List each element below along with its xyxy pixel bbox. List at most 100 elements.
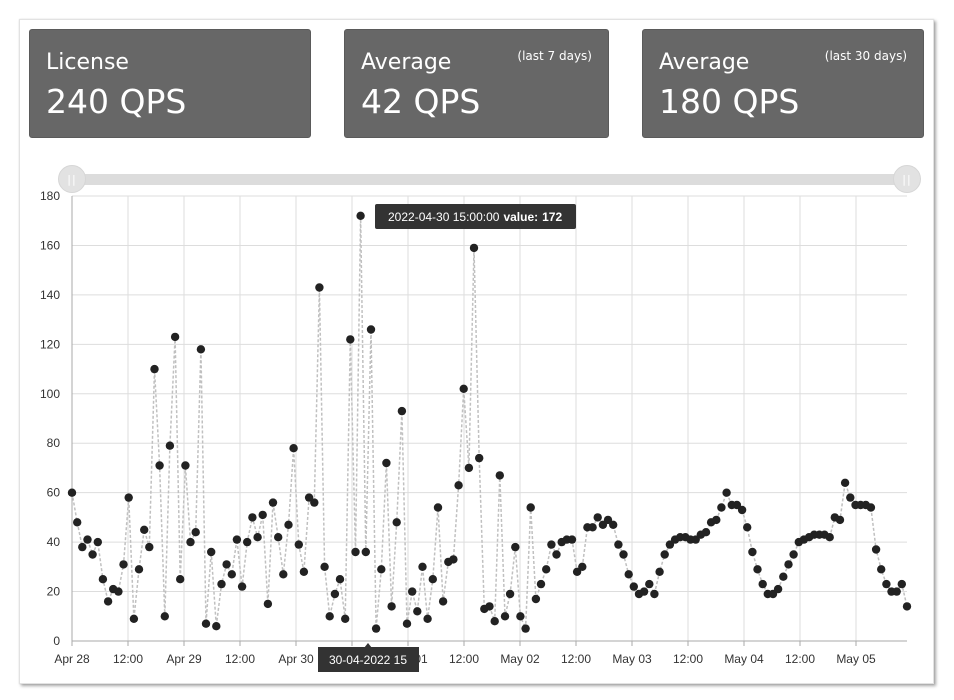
data-point[interactable] [578, 562, 587, 571]
data-point[interactable] [114, 587, 123, 596]
data-point[interactable] [227, 570, 236, 579]
data-point[interactable] [119, 560, 128, 569]
data-point[interactable] [284, 520, 293, 529]
data-point[interactable] [737, 505, 747, 515]
range-slider-left-handle[interactable]: || [58, 165, 86, 193]
range-slider-right-handle[interactable]: || [893, 165, 921, 193]
data-point[interactable] [387, 602, 396, 611]
data-point[interactable] [217, 579, 226, 589]
data-point[interactable] [428, 575, 437, 584]
data-point[interactable] [423, 614, 432, 623]
data-point[interactable] [289, 444, 298, 453]
data-point[interactable] [660, 550, 669, 559]
data-point[interactable] [871, 545, 881, 554]
data-point[interactable] [645, 579, 654, 589]
data-point[interactable] [186, 537, 195, 547]
data-point[interactable] [232, 535, 242, 544]
data-point[interactable] [665, 540, 675, 549]
data-point[interactable] [258, 510, 267, 520]
data-point[interactable] [624, 570, 633, 579]
data-point[interactable] [701, 528, 711, 537]
data-point[interactable] [552, 550, 561, 559]
data-point[interactable] [629, 582, 638, 591]
data-point[interactable] [779, 572, 788, 581]
data-point[interactable] [237, 582, 247, 591]
data-point[interactable] [201, 619, 211, 628]
data-point[interactable] [593, 513, 602, 522]
data-point[interactable] [495, 471, 504, 480]
data-point[interactable] [402, 619, 412, 628]
data-point[interactable] [500, 612, 510, 621]
data-point[interactable] [356, 211, 365, 220]
data-point[interactable] [170, 332, 180, 342]
data-point[interactable] [639, 587, 649, 596]
data-point[interactable] [433, 503, 443, 512]
data-point[interactable] [743, 523, 752, 532]
data-point[interactable] [150, 364, 159, 374]
data-point[interactable] [438, 597, 448, 606]
data-point[interactable] [299, 567, 309, 576]
data-point[interactable] [366, 325, 376, 334]
data-point[interactable] [382, 458, 391, 468]
data-point[interactable] [773, 584, 783, 594]
data-point[interactable] [274, 533, 283, 542]
data-point[interactable] [536, 579, 546, 589]
data-point[interactable] [155, 461, 164, 470]
data-point[interactable] [588, 523, 597, 532]
data-point[interactable] [877, 565, 886, 574]
data-point[interactable] [103, 597, 113, 606]
data-point[interactable] [650, 589, 659, 599]
data-point[interactable] [753, 565, 762, 574]
data-point[interactable] [454, 481, 463, 490]
data-point[interactable] [485, 602, 494, 611]
data-point[interactable] [361, 547, 370, 557]
data-point[interactable] [315, 283, 324, 292]
range-slider-track[interactable] [72, 174, 908, 185]
data-point[interactable] [882, 579, 891, 589]
data-point[interactable] [294, 540, 303, 549]
data-point[interactable] [73, 518, 82, 527]
data-point[interactable] [191, 528, 200, 537]
data-point[interactable] [279, 570, 288, 579]
data-point[interactable] [619, 550, 628, 559]
data-point[interactable] [67, 488, 77, 497]
data-point[interactable] [310, 498, 319, 507]
data-point[interactable] [840, 478, 850, 487]
data-point[interactable] [490, 617, 499, 626]
data-point[interactable] [748, 547, 757, 557]
data-point[interactable] [371, 624, 381, 633]
data-point[interactable] [449, 555, 458, 564]
data-point[interactable] [268, 498, 278, 507]
data-point[interactable] [897, 579, 906, 589]
data-point[interactable] [526, 503, 535, 512]
data-point[interactable] [212, 622, 221, 631]
data-point[interactable] [140, 525, 149, 534]
data-point[interactable] [614, 540, 623, 549]
data-point[interactable] [335, 575, 345, 584]
data-point[interactable] [330, 589, 340, 599]
data-point[interactable] [902, 602, 912, 611]
data-point[interactable] [129, 614, 139, 623]
data-point[interactable] [304, 493, 314, 502]
data-point[interactable] [892, 587, 901, 596]
data-point[interactable] [88, 550, 97, 559]
data-point[interactable] [124, 493, 133, 502]
data-point[interactable] [351, 547, 360, 557]
data-point[interactable] [758, 579, 767, 589]
data-point[interactable] [717, 503, 726, 512]
data-point[interactable] [866, 503, 876, 512]
data-point[interactable] [248, 513, 257, 522]
data-point[interactable] [207, 547, 216, 557]
data-point[interactable] [846, 493, 855, 502]
data-point[interactable] [464, 463, 474, 473]
data-point[interactable] [521, 624, 530, 633]
data-point[interactable] [567, 535, 577, 544]
data-point[interactable] [83, 535, 92, 544]
data-point[interactable] [835, 515, 845, 525]
data-point[interactable] [784, 560, 793, 569]
data-point[interactable] [516, 612, 525, 621]
data-point[interactable] [413, 607, 422, 616]
data-point[interactable] [346, 335, 355, 344]
data-point[interactable] [475, 453, 484, 463]
data-point[interactable] [222, 560, 231, 569]
